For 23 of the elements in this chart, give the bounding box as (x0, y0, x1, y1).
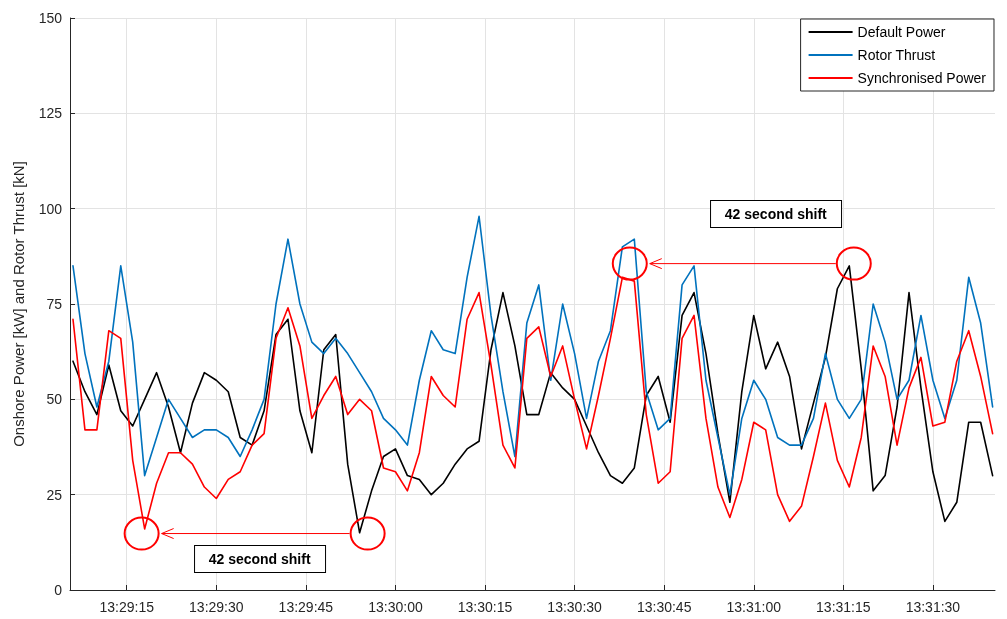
legend-label: Default Power (857, 24, 946, 40)
y-tick-label: 0 (54, 582, 63, 598)
y-tick-label: 75 (46, 296, 63, 312)
y-axis-title: Onshore Power [kW] and Rotor Thrust [kN] (10, 161, 27, 447)
x-tick-label: 13:31:15 (816, 599, 871, 615)
y-tick-label: 150 (38, 10, 63, 26)
x-tick-label: 13:30:30 (547, 599, 603, 615)
y-tick-label: 50 (46, 391, 63, 408)
legend-label: Rotor Thrust (857, 47, 936, 63)
annotation: 42 second shift (709, 199, 842, 228)
y-tick-label: 25 (46, 486, 63, 503)
x-tick-label: 13:29:15 (99, 599, 155, 615)
y-tick-label: 100 (38, 200, 63, 217)
x-tick-label: 13:30:00 (368, 599, 423, 615)
x-tick-label: 13:29:30 (189, 599, 244, 615)
x-tick-label: 13:30:45 (636, 599, 692, 615)
x-tick-label: 13:31:00 (726, 599, 782, 615)
annotation: 42 second shift (193, 544, 326, 573)
x-tick-label: 13:30:15 (457, 599, 513, 615)
legend-label: Synchronised Power (857, 70, 987, 86)
x-tick-label: 13:29:45 (278, 599, 334, 615)
x-tick-label: 13:31:30 (905, 599, 961, 615)
y-tick-label: 125 (38, 105, 63, 122)
